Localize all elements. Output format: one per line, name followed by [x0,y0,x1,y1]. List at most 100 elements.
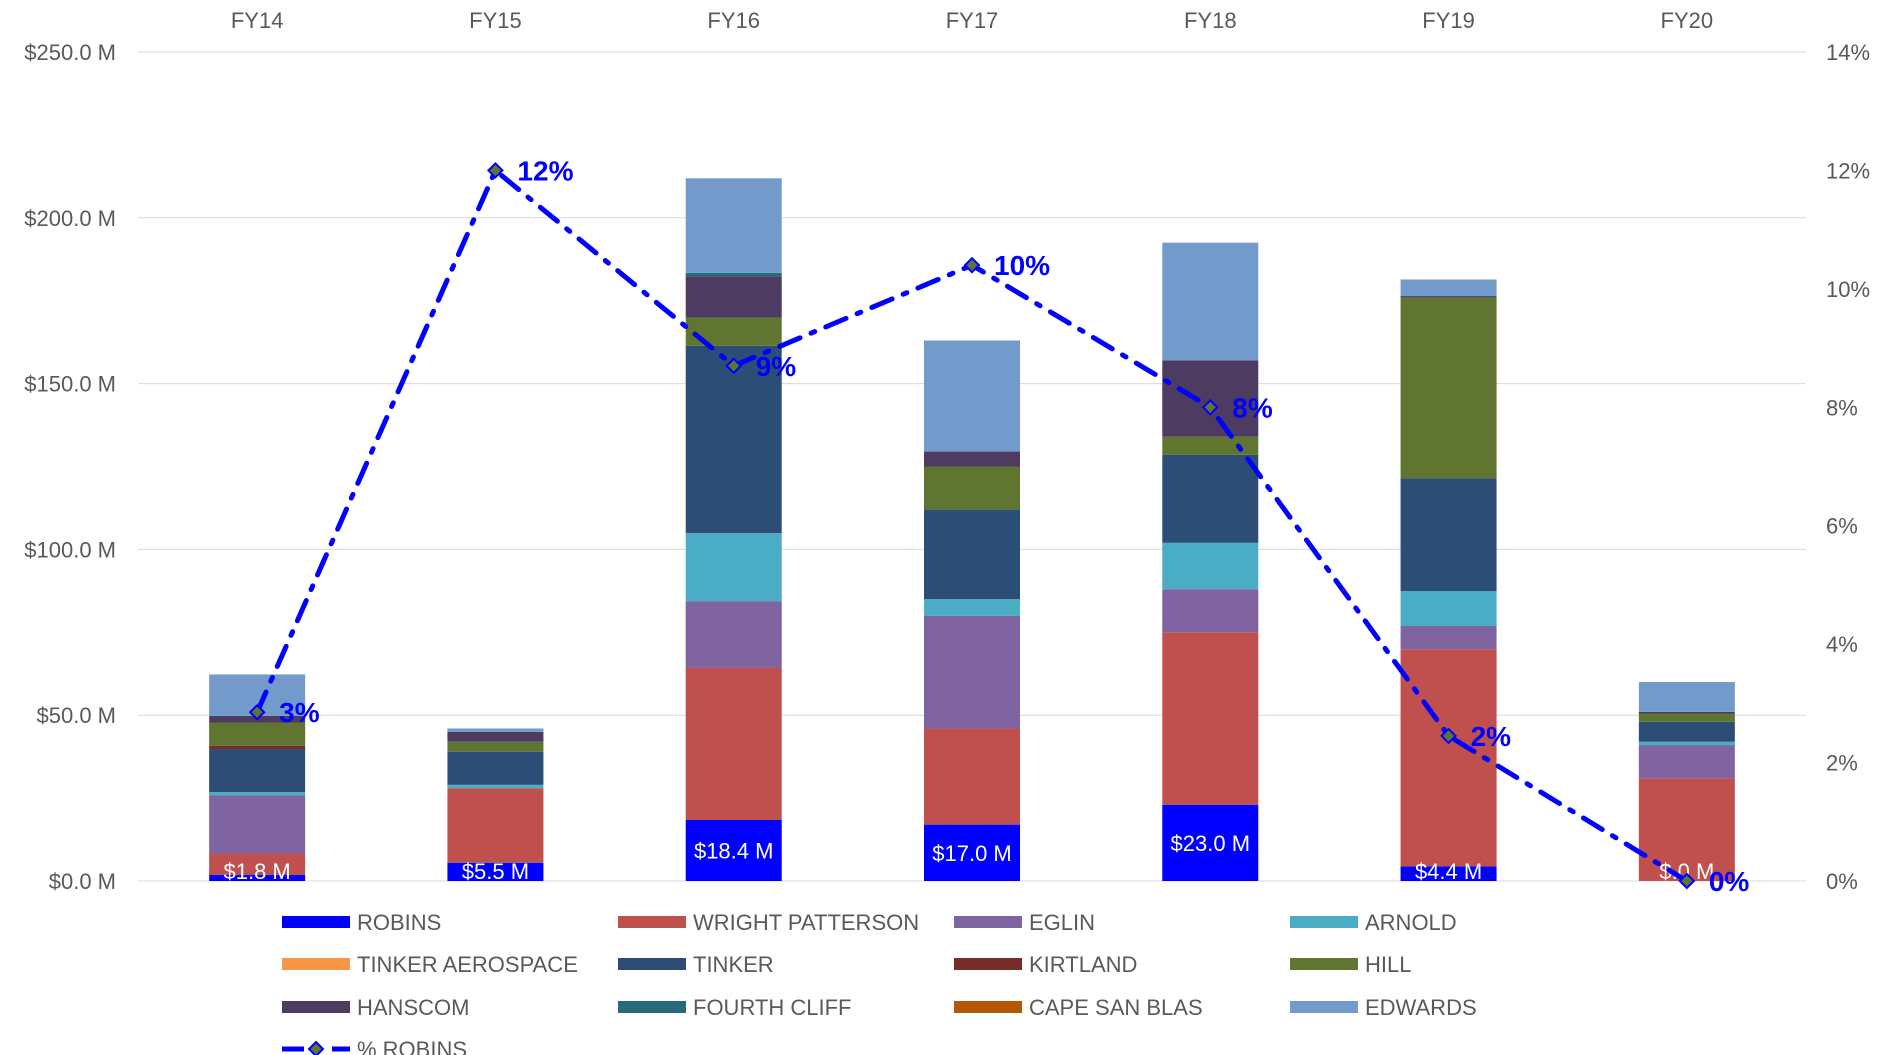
legend-label: KIRTLAND [1029,952,1137,977]
line-marker [963,256,981,274]
bar-segment [447,788,544,863]
bar-data-label: $5.5 M [462,859,529,884]
x-axis: FY14 FY15 FY16 FY17 FY18 FY19 FY20 [231,8,1713,33]
y-right-tick-label: 6% [1826,514,1858,539]
bar-data-label: $18.4 M [694,838,774,863]
y-left-tick-label: $0.0 M [49,869,116,894]
bar-segment [924,615,1020,729]
bar-segment [924,599,1020,616]
legend-item: FOURTH CLIFF [618,995,851,1020]
y-left-tick-label: $200.0 M [24,206,116,231]
bar-segment [209,795,306,854]
bar-segment [447,741,544,752]
legend-swatch [282,958,350,970]
bar-segment [1162,242,1259,361]
bar-segment [685,178,782,273]
bar-segment [924,466,1020,510]
legend-item: KIRTLAND [954,952,1137,977]
bar-segment [1162,436,1259,455]
legend-label: TINKER [693,952,774,977]
bar-segment [1400,297,1497,479]
x-tick-label: FY20 [1661,8,1714,33]
bar-segment [1638,713,1735,722]
line-marker [1440,727,1457,745]
y-right-tick-label: 10% [1826,277,1870,302]
legend-marker [307,1040,325,1055]
legend-label: EGLIN [1029,910,1095,935]
bar-segment [685,819,782,881]
x-tick-label: FY19 [1422,8,1475,33]
y-right-tick-label: 8% [1826,395,1858,420]
bar-segment [1400,866,1497,881]
bar-segment [1638,721,1735,742]
legend-swatch [618,1001,686,1013]
legend-item: WRIGHT PATTERSON [618,910,919,935]
line-data-label: 9% [756,351,797,382]
legend: ROBINS WRIGHT PATTERSON EGLIN ARNOLD TINKER … [282,910,1477,1055]
bar-data-label: $4.4 M [1415,859,1482,884]
legend-label: WRIGHT PATTERSON [693,910,919,935]
legend-item: HILL [1290,952,1411,977]
line-data-label: 12% [517,155,573,186]
bar-segment [447,862,544,881]
bar-segment [1400,296,1497,298]
bar-segment [1400,649,1497,867]
legend-item: HANSCOM [282,995,469,1020]
line-marker [248,703,266,721]
legend-label: HANSCOM [357,995,469,1020]
bar-segment [209,722,306,746]
bar-segment [1638,711,1735,714]
line-marker [725,357,743,375]
bar-segment [1400,625,1497,650]
bar-segment [209,749,306,793]
x-tick-label: FY14 [231,8,284,33]
line-data-label: 3% [279,697,320,728]
percent-line: 3% 12% 9% 10% 8% 2% 0% [248,155,1749,897]
legend-label: EDWARDS [1365,995,1477,1020]
legend-label: CAPE SAN BLAS [1029,995,1203,1020]
bar-segment [1638,682,1735,712]
bar-segment [685,272,782,277]
line-marker [1678,872,1696,890]
legend-item: TINKER AEROSPACE [282,952,578,977]
legend-label: FOURTH CLIFF [693,995,851,1020]
legend-item: % ROBINS [282,1037,467,1055]
x-tick-label: FY18 [1184,8,1237,33]
legend-swatch [282,1001,350,1013]
legend-swatch [618,916,686,928]
bar-data-label: $23.0 M [1171,831,1251,856]
y-right-tick-label: 2% [1826,751,1858,776]
y-left-tick-label: $150.0 M [24,372,116,397]
legend-label: HILL [1365,952,1411,977]
bar-segment [1162,589,1259,633]
bar-stacks [209,178,1735,881]
bar-segment [209,853,306,876]
y-right-tick-label: 4% [1826,632,1858,657]
y-axis-left: $0.0 M $50.0 M $100.0 M $150.0 M $200.0 M $25… [24,40,116,894]
legend-swatch [282,916,350,928]
legend-swatch [954,1001,1022,1013]
bar-segment [447,728,544,732]
bar-data-label: $1.8 M [224,859,291,884]
legend-swatch [618,958,686,970]
bar-segment [1162,804,1259,881]
bar-segment [924,340,1020,452]
y-left-tick-label: $250.0 M [24,40,116,65]
y-right-tick-label: 14% [1826,40,1870,65]
bar-segment [1162,632,1259,805]
y-left-tick-label: $100.0 M [24,537,116,562]
bar-data-label: $17.0 M [932,841,1012,866]
x-tick-label: FY15 [469,8,522,33]
bar-segment [1638,745,1735,779]
legend-item: EGLIN [954,910,1095,935]
bar-segment [1400,591,1497,626]
legend-item: TINKER [618,952,774,977]
y-axis-right: 0% 2% 4% 6% 8% 10% 12% 14% [1826,40,1870,894]
legend-label: ARNOLD [1365,910,1457,935]
bar-segment [1638,741,1735,746]
legend-label: TINKER AEROSPACE [357,952,578,977]
bar-segment [1162,454,1259,543]
bar-segment [447,731,544,742]
legend-swatch [954,916,1022,928]
